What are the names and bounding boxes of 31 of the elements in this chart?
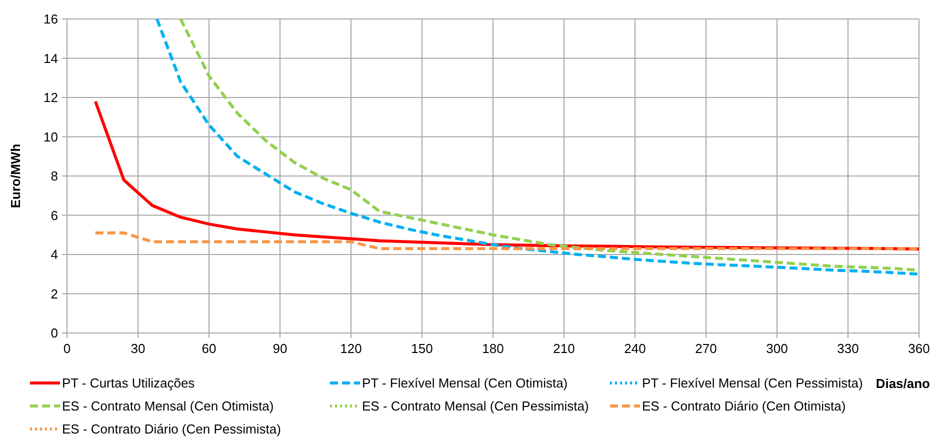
y-tick-label: 16 (44, 12, 58, 26)
y-tick-label: 2 (50, 286, 58, 302)
x-axis-title: Dias/ano (876, 376, 930, 391)
x-tick-label: 210 (553, 341, 575, 356)
x-tick-label: 360 (908, 341, 930, 356)
x-tick-label: 150 (411, 341, 433, 356)
x-tick-label: 300 (766, 341, 788, 356)
y-tick-label: 0 (50, 326, 58, 340)
x-tick-label: 330 (837, 341, 859, 356)
legend-label: ES - Contrato Diário (Cen Otimista) (642, 398, 846, 414)
legend-label: ES - Contrato Mensal (Cen Pessimista) (362, 398, 589, 414)
x-tick-label: 0 (63, 341, 71, 356)
x-tick-label: 30 (130, 341, 146, 356)
y-tick-label: 6 (50, 208, 58, 223)
y-tick-label: 14 (44, 50, 58, 66)
legend-label: PT - Flexível Mensal (Cen Pessimista) (642, 376, 863, 390)
y-tick-label: 10 (44, 129, 58, 144)
legend-label: ES - Contrato Mensal (Cen Otimista) (62, 398, 274, 414)
x-tick-label: 90 (272, 341, 288, 356)
y-tick-label: 12 (44, 90, 58, 105)
legend-label: PT - Flexível Mensal (Cen Otimista) (362, 376, 568, 390)
legend-label: PT - Curtas Utilizações (62, 376, 196, 390)
x-tick-label: 270 (695, 341, 717, 356)
x-tick-label: 240 (624, 341, 646, 356)
legend-label: ES - Contrato Diário (Cen Pessimista) (62, 422, 281, 436)
x-tick-label: 180 (482, 341, 504, 356)
x-tick-label: 120 (340, 341, 362, 356)
x-tick-label: 60 (202, 341, 216, 356)
y-tick-label: 8 (50, 168, 58, 184)
y-tick-label: 4 (50, 247, 58, 262)
y-axis-title: Euro/MWh (8, 144, 23, 208)
